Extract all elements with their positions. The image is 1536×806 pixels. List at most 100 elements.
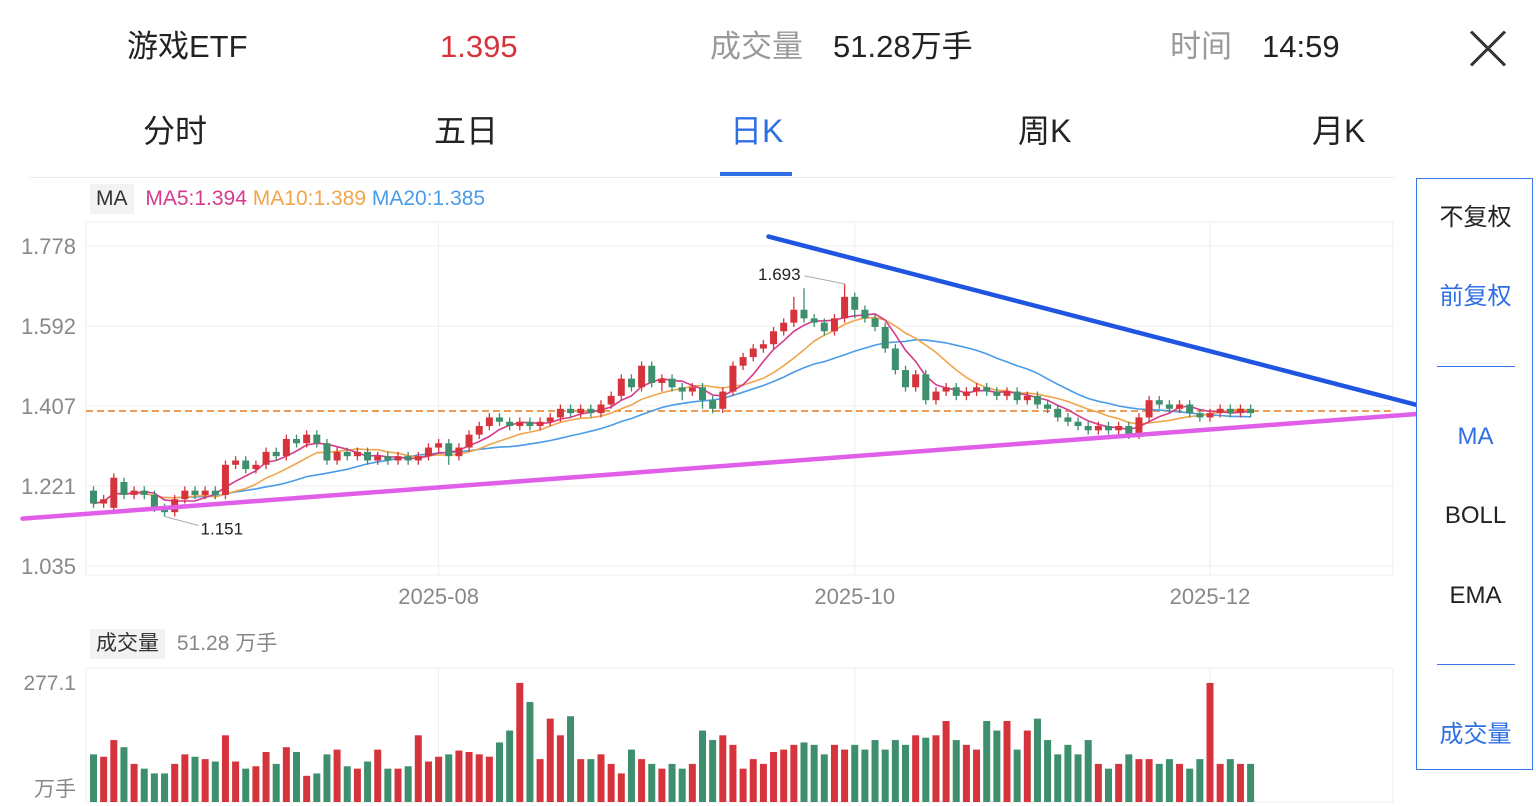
volume-bar <box>800 742 808 802</box>
volume-bar <box>1125 754 1133 802</box>
candle-body <box>577 408 585 414</box>
candle-body <box>394 456 402 461</box>
volume-bar <box>120 747 128 802</box>
ma10-value: MA10:1.389 <box>252 187 367 210</box>
candle-body <box>353 451 361 457</box>
candle <box>881 322 889 353</box>
volume-bar <box>709 740 717 802</box>
boll-indicator-option[interactable]: BOLL <box>1444 502 1507 529</box>
volume-bar <box>1155 763 1163 802</box>
volume-bar <box>1013 749 1021 802</box>
side-menu-divider <box>1437 366 1515 367</box>
candle <box>262 447 270 470</box>
candle-body <box>110 477 118 508</box>
volume-bar <box>485 756 493 802</box>
volume-bar <box>627 749 635 802</box>
candle <box>749 344 757 362</box>
candle-body <box>465 434 473 448</box>
volume-bar <box>546 718 554 802</box>
volume-bar <box>952 740 960 802</box>
candle-body <box>1145 400 1153 418</box>
ema-indicator-option[interactable]: EMA <box>1449 582 1502 609</box>
candle-body <box>343 451 351 457</box>
candle <box>699 382 706 409</box>
candle-body <box>1064 417 1072 422</box>
candle-body <box>719 391 727 409</box>
candle <box>414 451 422 465</box>
volume-bar <box>293 751 300 802</box>
candle <box>485 413 493 431</box>
candle <box>1165 400 1173 414</box>
candle-body <box>841 296 849 319</box>
candle-body <box>404 456 412 461</box>
candle-body <box>374 456 382 461</box>
candle-body <box>293 438 300 444</box>
candle <box>1145 395 1153 422</box>
no-adjust-option[interactable]: 不复权 <box>1439 204 1512 231</box>
candle <box>435 438 443 452</box>
tab-five-day[interactable]: 五日 <box>434 113 499 149</box>
ma-legend-label[interactable]: MA <box>90 184 134 214</box>
candle <box>1054 404 1062 422</box>
active-tab-indicator <box>720 172 792 176</box>
x-tick-label: 2025-08 <box>398 584 479 609</box>
volume-bar <box>465 751 473 802</box>
candle-body <box>830 318 838 332</box>
tab-daily-k[interactable]: 日K <box>730 113 784 149</box>
volume-bar <box>282 747 290 802</box>
candle-body <box>891 348 899 371</box>
volume-bar <box>597 754 605 802</box>
time-label: 时间 <box>1170 29 1232 64</box>
candle-body <box>435 443 443 448</box>
volume-bar <box>506 730 514 802</box>
candle-body <box>1084 426 1092 431</box>
y-tick-label: 1.407 <box>21 394 76 419</box>
candle-body <box>1196 413 1204 418</box>
candle <box>1033 391 1041 409</box>
side-menu: 不复权 前复权 MA BOLL EMA 成交量 <box>1416 178 1533 770</box>
candle <box>1236 404 1244 418</box>
volume-bar <box>333 749 341 802</box>
candle <box>394 451 402 465</box>
candle-body <box>201 490 209 495</box>
candle-body <box>221 464 229 495</box>
volume-max-label: 277.1 <box>23 672 76 695</box>
candle-body <box>516 421 524 427</box>
tab-intraday[interactable]: 分时 <box>143 113 208 149</box>
volume-bar <box>638 759 646 802</box>
ma-indicator-option[interactable]: MA <box>1457 423 1494 450</box>
candle-body <box>932 391 940 401</box>
volume-bar <box>343 766 351 802</box>
candle <box>536 417 544 431</box>
ma20-value: MA20:1.385 <box>371 187 486 210</box>
candle <box>638 361 646 392</box>
tab-weekly-k[interactable]: 周K <box>1018 113 1072 149</box>
volume-legend-label[interactable]: 成交量 <box>90 629 165 659</box>
candle-body <box>780 322 788 332</box>
candle <box>516 417 524 431</box>
volume-bar <box>353 768 361 802</box>
candle-body <box>759 344 767 349</box>
candle <box>648 361 656 388</box>
candle <box>221 460 229 500</box>
volume-indicator-option[interactable]: 成交量 <box>1439 721 1512 748</box>
volume-bar <box>161 773 169 802</box>
candle <box>891 344 899 375</box>
candle-body <box>546 417 554 422</box>
volume-bar <box>252 766 260 802</box>
candle-body <box>993 391 1001 396</box>
candle-body <box>597 404 605 414</box>
volume-bar <box>496 742 503 802</box>
x-tick-label: 2025-10 <box>814 584 895 609</box>
candle-body <box>100 499 108 504</box>
candle-body <box>455 447 463 457</box>
volume-bar <box>414 735 422 802</box>
volume-bar <box>668 763 676 802</box>
tab-monthly-k[interactable]: 月K <box>1312 113 1366 149</box>
volume-bar <box>841 749 849 802</box>
candle <box>140 486 148 500</box>
candle-body <box>191 490 199 495</box>
forward-adjust-option[interactable]: 前复权 <box>1439 283 1512 310</box>
candle-body <box>211 490 219 495</box>
